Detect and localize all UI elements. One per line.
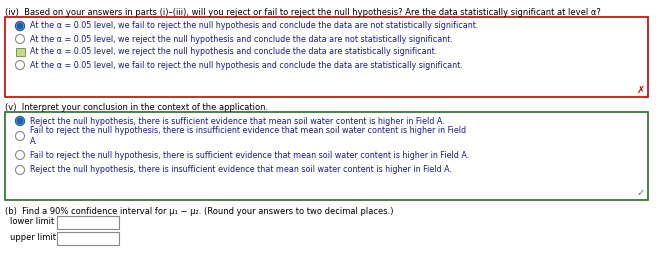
Circle shape [17, 23, 23, 29]
Text: Fail to reject the null hypothesis, there is insufficient evidence that mean soi: Fail to reject the null hypothesis, ther… [30, 126, 466, 146]
Text: At the α = 0.05 level, we reject the null hypothesis and conclude the data are s: At the α = 0.05 level, we reject the nul… [30, 47, 438, 57]
Circle shape [17, 118, 23, 124]
Text: Reject the null hypothesis, there is sufficient evidence that mean soil water co: Reject the null hypothesis, there is suf… [30, 117, 445, 125]
Text: lower limit: lower limit [10, 217, 54, 227]
Text: ✓: ✓ [637, 188, 645, 198]
Text: At the α = 0.05 level, we reject the null hypothesis and conclude the data are n: At the α = 0.05 level, we reject the nul… [30, 35, 453, 44]
FancyBboxPatch shape [5, 17, 648, 97]
Text: (iv)  Based on your answers in parts (i)–(iii), will you reject or fail to rejec: (iv) Based on your answers in parts (i)–… [5, 8, 601, 17]
Text: (v)  Interpret your conclusion in the context of the application.: (v) Interpret your conclusion in the con… [5, 103, 268, 112]
FancyBboxPatch shape [57, 232, 119, 245]
Text: ✗: ✗ [637, 85, 645, 95]
FancyBboxPatch shape [57, 216, 119, 229]
FancyBboxPatch shape [5, 112, 648, 200]
Text: (b)  Find a 90% confidence interval for μ₁ − μ₂. (Round your answers to two deci: (b) Find a 90% confidence interval for μ… [5, 207, 393, 216]
Text: At the α = 0.05 level, we fail to reject the null hypothesis and conclude the da: At the α = 0.05 level, we fail to reject… [30, 21, 478, 30]
Text: Reject the null hypothesis, there is insufficient evidence that mean soil water : Reject the null hypothesis, there is ins… [30, 165, 452, 174]
Text: Fail to reject the null hypothesis, there is sufficient evidence that mean soil : Fail to reject the null hypothesis, ther… [30, 150, 469, 159]
FancyBboxPatch shape [16, 48, 24, 56]
Text: upper limit: upper limit [10, 233, 56, 243]
Text: At the α = 0.05 level, we fail to reject the null hypothesis and conclude the da: At the α = 0.05 level, we fail to reject… [30, 60, 463, 69]
